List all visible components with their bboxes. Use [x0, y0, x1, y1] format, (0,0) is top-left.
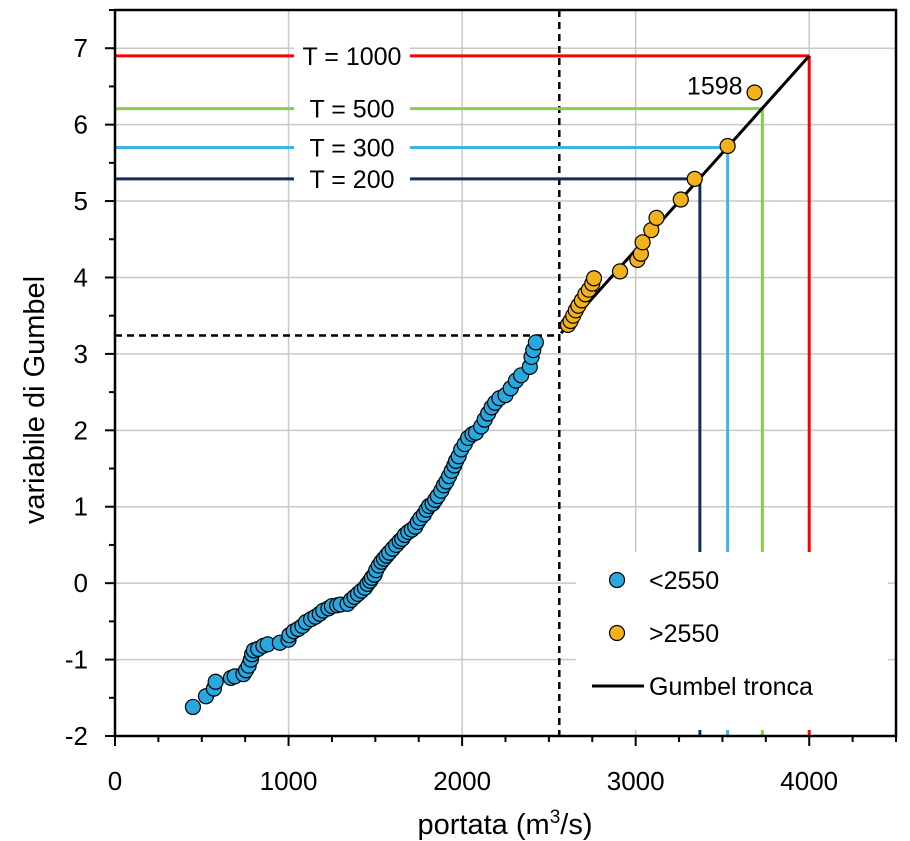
return-level-label: T = 300	[309, 135, 394, 163]
point-above	[719, 137, 736, 155]
return-level-label: T = 200	[309, 166, 394, 194]
point-below	[207, 673, 224, 690]
return-level-label-bg	[294, 39, 410, 70]
grid	[115, 10, 896, 736]
legend-marker	[608, 624, 626, 642]
x-axis-title: portata (m3/s)	[418, 807, 593, 841]
point-above	[686, 170, 703, 187]
legend-marker	[608, 571, 626, 589]
y-axis-title: variabile di Gumbel	[19, 276, 51, 524]
annotations: 1598	[687, 73, 743, 101]
axes: 0 1000 2000 3000 4000 -2 -1 0 1 2 3 4 5 6 7	[65, 9, 897, 796]
legend-label: >2550	[649, 620, 719, 648]
x-tick-label: 4000	[780, 766, 838, 796]
x-tick-label: 0	[108, 766, 122, 796]
return-level-label: T = 500	[309, 96, 394, 124]
point-above	[648, 209, 665, 226]
point-above	[672, 191, 689, 208]
point-below	[184, 698, 202, 716]
y-tick-label: 4	[74, 262, 88, 292]
y-tick-label: 6	[74, 110, 88, 140]
point-above	[585, 270, 603, 287]
y-tick-label: 2	[74, 415, 88, 445]
legend: <2550 >2550 Gumbel tronca	[576, 552, 888, 730]
x-tick-label: 2000	[433, 766, 491, 796]
return-level-label: T = 1000	[303, 43, 402, 71]
y-tick-label: 1	[74, 492, 88, 522]
point-below	[527, 334, 544, 351]
y-tick-label: -2	[65, 721, 88, 751]
x-tick-label: 3000	[607, 766, 665, 796]
data-points	[184, 84, 763, 716]
legend-label: Gumbel tronca	[649, 673, 813, 701]
y-tick-label: 3	[74, 339, 88, 369]
return-level-label-bg	[294, 162, 410, 193]
return-period-labels: T = 1000 T = 500 T = 300 T = 200	[294, 39, 410, 194]
y-tick-label: 0	[74, 568, 88, 598]
y-tick-label: 5	[74, 186, 88, 216]
y-tick-label: 7	[74, 33, 88, 63]
point-annotation: 1598	[687, 73, 743, 101]
legend-box	[576, 552, 888, 730]
y-tick-label: -1	[65, 645, 88, 675]
point-above	[746, 84, 763, 101]
legend-label: <2550	[649, 567, 719, 595]
return-level-label-bg	[294, 92, 410, 123]
point-above	[611, 263, 629, 280]
point-above	[634, 234, 651, 251]
return-level-label-bg	[294, 131, 410, 162]
x-tick-label: 1000	[260, 766, 318, 796]
